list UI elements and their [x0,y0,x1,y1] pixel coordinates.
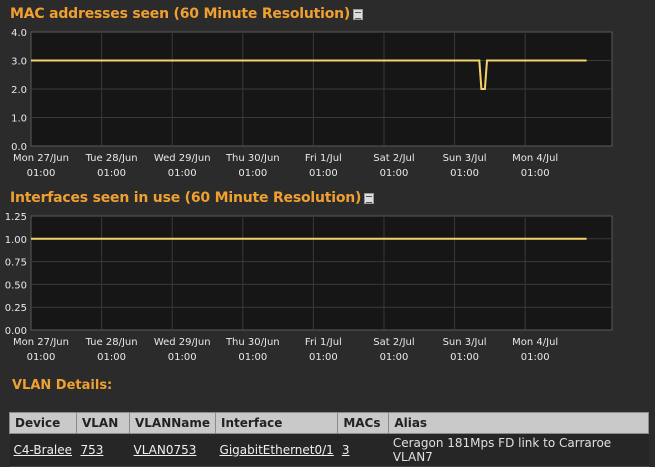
y-tick-label: 1.00 [5,235,27,246]
header-interface[interactable]: Interface [215,412,339,434]
document-icon[interactable] [353,8,364,20]
x-tick-label: Sat 2/Jul [373,153,414,164]
series-line [31,59,587,90]
x-tick-label: Mon 4/Jul [512,153,558,164]
x-tick-label: Fri 1/Jul [305,337,342,348]
x-tick-label: 01:00 [97,168,126,179]
header-vlan[interactable]: VLAN [76,412,130,434]
x-tick-label: Sun 3/Jul [443,337,487,348]
x-tick-label: Wed 29/Jun [154,337,211,348]
table-row: C4-Bralee 753 VLAN0753 GigabitEthernet0/… [9,433,649,467]
vlan-details-title: VLAN Details: [12,378,113,393]
header-alias[interactable]: Alias [388,412,649,434]
vlan-link[interactable]: 753 [80,443,104,457]
header-vlanname[interactable]: VLANName [128,412,217,434]
alias-cell: Ceragon 181Mps FD link to Carraroe VLAN7 [388,433,649,467]
macs-link[interactable]: 3 [341,443,350,457]
y-tick-label: 1.0 [11,114,27,125]
x-tick-label: 01:00 [521,352,550,363]
x-tick-label: 01:00 [97,352,126,363]
x-tick-label: 01:00 [168,168,197,179]
header-device[interactable]: Device [9,412,77,434]
x-tick-label: Thu 30/Jun [225,337,280,348]
y-tick-label: 0.25 [5,303,27,314]
y-tick-label: 1.25 [5,212,27,223]
header-macs[interactable]: MACs [337,412,390,434]
x-tick-label: 01:00 [380,352,409,363]
y-tick-label: 2.0 [11,85,27,96]
x-tick-label: Wed 29/Jun [154,153,211,164]
x-tick-label: 01:00 [450,168,479,179]
x-tick-label: Sat 2/Jul [373,337,414,348]
x-tick-label: 01:00 [238,168,267,179]
x-tick-label: 01:00 [309,352,338,363]
plot-area [30,215,613,331]
vlan-table: Device VLAN VLANName Interface MACs Alia… [9,412,649,467]
document-icon[interactable] [364,192,375,204]
x-tick-label: Mon 27/Jun [13,153,69,164]
y-tick-label: 0.75 [5,258,27,269]
x-tick-label: 01:00 [27,168,56,179]
x-tick-label: Thu 30/Jun [225,153,280,164]
x-tick-label: 01:00 [238,352,267,363]
interface-link[interactable]: GigabitEthernet0/1 [219,443,334,457]
interfaces-chart-title: Interfaces seen in use (60 Minute Resolu… [10,190,375,206]
x-tick-label: Tue 28/Jun [85,337,138,348]
y-tick-label: 0.0 [11,142,27,153]
y-tick-label: 4.0 [11,28,27,39]
x-tick-label: 01:00 [309,168,338,179]
y-tick-label: 0.50 [5,280,27,291]
x-tick-label: Tue 28/Jun [85,153,138,164]
mac-chart-title: MAC addresses seen (60 Minute Resolution… [10,6,364,22]
x-tick-label: 01:00 [521,168,550,179]
x-tick-label: 01:00 [27,352,56,363]
x-tick-label: Mon 4/Jul [512,337,558,348]
x-tick-label: Sun 3/Jul [443,153,487,164]
x-tick-label: Fri 1/Jul [305,153,342,164]
device-link[interactable]: C4-Bralee [13,443,73,457]
vlan-table-header-row: Device VLAN VLANName Interface MACs Alia… [9,412,649,434]
mac-chart-title-text: MAC addresses seen (60 Minute Resolution… [10,6,351,22]
y-tick-label: 3.0 [11,57,27,68]
x-tick-label: 01:00 [168,352,197,363]
interfaces-chart-title-text: Interfaces seen in use (60 Minute Resolu… [10,190,362,206]
x-tick-label: 01:00 [450,352,479,363]
vlanname-link[interactable]: VLAN0753 [133,443,197,457]
y-tick-label: 0.00 [5,326,27,337]
x-tick-label: Mon 27/Jun [13,337,69,348]
x-tick-label: 01:00 [380,168,409,179]
